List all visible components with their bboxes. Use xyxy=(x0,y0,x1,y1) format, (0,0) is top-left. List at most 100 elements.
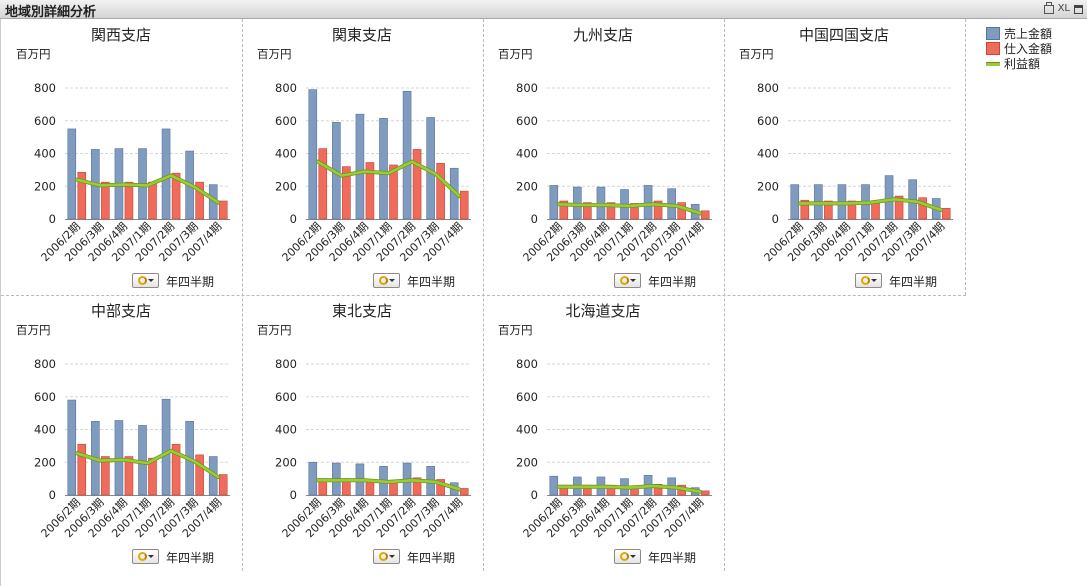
window-title: 地域別詳細分析 xyxy=(5,5,97,20)
cycle-icon xyxy=(378,552,388,561)
dropdown-arrow-icon xyxy=(147,555,154,558)
bar-purchase: 2007/2期 仕入金額: 140 xyxy=(894,195,904,220)
bar-sales: 2006/4期 売上金額: 195 xyxy=(596,186,606,220)
y-tick-label: 0 xyxy=(290,488,297,502)
cycle-icon xyxy=(619,276,629,285)
cycle-group-button[interactable] xyxy=(614,273,641,288)
bar-purchase: 2007/4期 仕入金額: 50 xyxy=(700,210,710,220)
legend-label: 売上金額 xyxy=(1004,27,1053,41)
bar-purchase: 2007/2期 仕入金額: 310 xyxy=(171,443,181,496)
y-tick-label: 400 xyxy=(34,147,56,161)
bar-sales: 2006/2期 売上金額: 200 xyxy=(308,461,318,496)
bar-purchase: 2006/2期 仕入金額: 430 xyxy=(318,148,328,220)
y-axis-unit-label: 百万円 xyxy=(257,47,292,61)
chart-title: 東北支店 xyxy=(332,302,392,320)
maximize-icon[interactable] xyxy=(1074,4,1083,14)
cycle-icon xyxy=(860,276,870,285)
y-tick-label: 800 xyxy=(34,357,56,371)
cycle-group-button[interactable] xyxy=(373,273,400,288)
cycle-group-button[interactable] xyxy=(132,549,159,564)
y-tick-label: 200 xyxy=(275,179,297,193)
bar-purchase: 2006/4期 仕入金額: 100 xyxy=(606,202,616,220)
cycle-group-button[interactable] xyxy=(614,549,641,564)
y-tick-label: 800 xyxy=(516,357,538,371)
bar-purchase: 2006/3期 仕入金額: 320 xyxy=(342,166,351,220)
dropdown-arrow-icon xyxy=(629,555,636,558)
bar-purchase: 2007/4期 仕入金額: 65 xyxy=(941,208,951,220)
bar-purchase: 2006/2期 仕入金額: 110 xyxy=(559,200,569,220)
bar-purchase: 2007/2期 仕入金額: 425 xyxy=(412,149,422,220)
bar-purchase: 2006/4期 仕入金額: 345 xyxy=(365,162,375,220)
chart-title: 九州支店 xyxy=(573,26,633,44)
y-tick-label: 0 xyxy=(772,212,779,226)
y-axis-unit-label: 百万円 xyxy=(739,47,774,61)
bar-purchase: 2006/2期 仕入金額: 115 xyxy=(800,199,810,220)
legend-swatch-sales xyxy=(986,27,1000,40)
cycle-group-button[interactable] xyxy=(132,273,159,288)
cycle-group-button[interactable] xyxy=(855,273,882,288)
xl-export-button[interactable]: XL xyxy=(1057,3,1070,14)
y-tick-label: 600 xyxy=(757,114,779,128)
bar-sales: 2006/2期 売上金額: 210 xyxy=(790,184,800,220)
dimension-label: 年四半期 xyxy=(166,275,215,289)
bar-purchase: 2006/3期 仕入金額: 110 xyxy=(824,200,833,220)
bar-sales: 2007/2期 売上金額: 585 xyxy=(161,398,171,496)
bar-purchase: 2007/4期 仕入金額: 125 xyxy=(218,474,228,496)
legend-item-sales[interactable]: 売上金額 xyxy=(986,26,1052,41)
bar-sales: 2006/4期 売上金額: 455 xyxy=(114,420,124,496)
chart-legend: 売上金額 仕入金額 利益額 xyxy=(986,26,1052,71)
bar-purchase: 2007/1期 仕入金額: 225 xyxy=(148,457,157,496)
bar-purchase: 2007/3期 仕入金額: 130 xyxy=(918,197,927,220)
cycle-group-button[interactable] xyxy=(373,549,400,564)
print-icon[interactable] xyxy=(1043,1,1054,14)
bar-purchase: 2007/2期 仕入金額: 280 xyxy=(171,172,181,220)
dropdown-arrow-icon xyxy=(388,555,395,558)
bar-sales: 2006/2期 売上金額: 790 xyxy=(308,89,318,220)
legend-item-purchase[interactable]: 仕入金額 xyxy=(986,41,1052,56)
bar-sales: 2007/2期 売上金額: 265 xyxy=(884,175,894,220)
y-tick-label: 400 xyxy=(757,147,779,161)
bar-purchase: 2007/1期 仕入金額: 330 xyxy=(389,164,398,220)
y-tick-label: 200 xyxy=(516,455,538,469)
bar-purchase: 2007/4期 仕入金額: 40 xyxy=(459,488,469,496)
y-tick-label: 800 xyxy=(757,81,779,95)
bar-purchase: 2006/3期 仕入金額: 225 xyxy=(101,181,110,220)
bar-sales: 2006/2期 売上金額: 115 xyxy=(549,475,559,496)
bar-purchase: 2007/4期 仕入金額: 110 xyxy=(218,200,228,220)
y-tick-label: 0 xyxy=(531,488,538,502)
y-axis-unit-label: 百万円 xyxy=(498,47,533,61)
dimension-label: 年四半期 xyxy=(889,275,938,289)
panel-divider xyxy=(965,19,966,295)
bar-sales: 2007/2期 売上金額: 205 xyxy=(643,185,653,220)
cycle-icon xyxy=(137,276,147,285)
bar-sales: 2006/2期 売上金額: 580 xyxy=(67,399,77,496)
panel-divider xyxy=(1,295,966,296)
bar-purchase: 2006/2期 仕入金額: 285 xyxy=(77,172,87,220)
y-tick-label: 200 xyxy=(34,179,56,193)
y-tick-label: 400 xyxy=(516,147,538,161)
bar-sales: 2006/2期 売上金額: 205 xyxy=(549,185,559,220)
cycle-icon xyxy=(137,552,147,561)
y-tick-label: 400 xyxy=(275,147,297,161)
y-tick-label: 600 xyxy=(275,114,297,128)
y-axis-unit-label: 百万円 xyxy=(498,323,533,337)
bar-purchase: 2007/3期 仕入金額: 95 xyxy=(436,479,445,496)
bar-purchase: 2006/4期 仕入金額: 225 xyxy=(124,181,134,220)
y-tick-label: 800 xyxy=(516,81,538,95)
bar-sales: 2006/2期 売上金額: 550 xyxy=(67,128,77,220)
y-tick-label: 200 xyxy=(275,455,297,469)
y-tick-label: 200 xyxy=(516,179,538,193)
legend-swatch-profit xyxy=(986,57,1000,70)
legend-item-profit[interactable]: 利益額 xyxy=(986,56,1052,71)
y-tick-label: 800 xyxy=(34,81,56,95)
bar-purchase: 2007/4期 仕入金額: 170 xyxy=(459,190,469,220)
dropdown-arrow-icon xyxy=(870,279,877,282)
